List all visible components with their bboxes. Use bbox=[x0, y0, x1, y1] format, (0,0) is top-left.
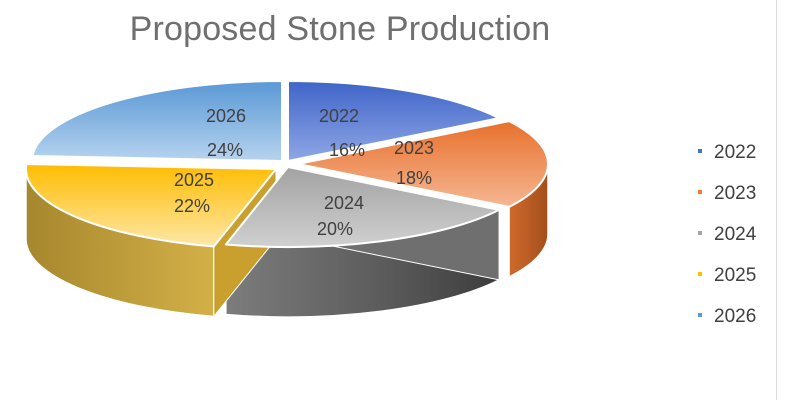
data-label-value-2022: 16% bbox=[329, 140, 365, 160]
legend-item-2026: 2026 bbox=[690, 304, 780, 345]
legend-marker-2026 bbox=[698, 313, 702, 317]
legend-label-2022: 2022 bbox=[714, 142, 757, 163]
legend-item-2022: 2022 bbox=[690, 140, 780, 181]
legend-item-2024: 2024 bbox=[690, 222, 780, 263]
pie-slice-2023 bbox=[297, 120, 549, 208]
legend-label-2023: 2023 bbox=[714, 183, 757, 204]
legend-marker-2022 bbox=[698, 149, 702, 153]
data-label-category-2022: 2022 bbox=[319, 106, 359, 126]
data-label-category-2025: 2025 bbox=[174, 170, 214, 190]
pie-slice-2026 bbox=[31, 80, 283, 162]
legend-label-2024: 2024 bbox=[714, 224, 757, 245]
data-label-value-2024: 20% bbox=[317, 219, 353, 239]
data-label-value-2025: 22% bbox=[174, 196, 210, 216]
data-label-category-2026: 2026 bbox=[206, 106, 246, 126]
legend-label-2026: 2026 bbox=[714, 306, 757, 327]
data-label-value-2026: 24% bbox=[207, 140, 243, 160]
pie-slice-2022 bbox=[287, 80, 501, 162]
data-label-value-2023: 18% bbox=[396, 168, 432, 188]
chart-title: Proposed Stone Production bbox=[129, 10, 551, 48]
chart-frame-edge bbox=[776, 0, 777, 400]
pie-slice-2024 bbox=[224, 166, 501, 248]
legend-marker-2023 bbox=[698, 190, 702, 194]
data-label-category-2024: 2024 bbox=[324, 193, 364, 213]
legend-item-2023: 2023 bbox=[690, 181, 780, 222]
legend-label-2025: 2025 bbox=[714, 265, 757, 286]
legend-marker-2024 bbox=[698, 231, 702, 235]
legend-item-2025: 2025 bbox=[690, 263, 780, 304]
legend-marker-2025 bbox=[698, 272, 702, 276]
pie-slice-2025 bbox=[25, 162, 277, 248]
data-label-category-2023: 2023 bbox=[394, 138, 434, 158]
chart-legend: 2022 2023 2024 2025 2026 bbox=[690, 140, 780, 345]
